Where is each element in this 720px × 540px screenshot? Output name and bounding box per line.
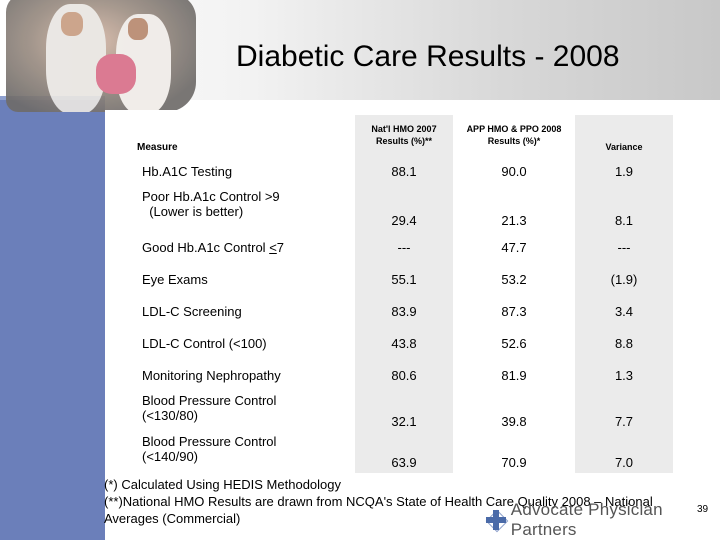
table-row: Blood Pressure Control (<140/90) 63.9 70… [137,432,673,473]
cell-natl: 88.1 [355,155,453,187]
page-title: Diabetic Care Results - 2008 [236,40,620,73]
table-header-row: Measure Nat'l HMO 2007 Results (%)** APP… [137,115,673,155]
header-photo [6,0,196,112]
cell-app: 21.3 [501,213,527,228]
table-row: Poor Hb.A1c Control >9 (Lower is better)… [137,187,673,231]
table-row: Eye Exams 55.1 53.2 (1.9) [137,263,673,295]
cell-variance: 1.9 [575,155,673,187]
cell-app: 53.2 [501,271,527,287]
table-row: Blood Pressure Control (<130/80) 32.1 39… [137,391,673,432]
cell-variance: 7.0 [575,432,673,473]
advocate-logo: Advocate Physician Partners [485,500,720,539]
logo-text: Advocate Physician Partners [510,500,663,539]
row-label: Good Hb.A1c Control <7 [137,231,355,263]
cell-app: 87.3 [501,303,527,319]
row-label-value: 7 [276,239,285,255]
cell-app: 81.9 [501,367,527,383]
cell-app: 47.7 [501,239,527,255]
header-app-2008: APP HMO & PPO 2008 Results (%)* [466,124,562,146]
cell-natl: 29.4 [355,187,453,231]
cell-natl: --- [355,231,453,263]
cell-app: 52.6 [501,335,527,351]
cell-variance: 7.7 [575,391,673,432]
cell-variance: --- [575,231,673,263]
row-label: Blood Pressure Control (<140/90) [142,434,277,464]
cell-variance: (1.9) [575,263,673,295]
cell-natl: 32.1 [355,391,453,432]
header-measure: Measure [137,142,178,153]
table-row: LDL-C Control (<100) 43.8 52.6 8.8 [137,327,673,359]
table-row: Monitoring Nephropathy 80.6 81.9 1.3 [137,359,673,391]
row-label-lte-symbol: < [269,239,277,255]
cell-natl: 43.8 [355,327,453,359]
cell-variance: 8.1 [575,187,673,231]
row-label: Poor Hb.A1c Control >9 (Lower is better) [142,189,280,219]
table-row: Good Hb.A1c Control <7 --- 47.7 --- [137,231,673,263]
cell-variance: 3.4 [575,295,673,327]
cell-natl: 83.9 [355,295,453,327]
header-natl-hmo-2007: Nat'l HMO 2007 Results (%)** [355,115,453,155]
cell-natl: 55.1 [355,263,453,295]
table-row: Hb.A1C Testing 88.1 90.0 1.9 [137,155,673,187]
row-label-text: Good Hb.A1c Control [142,239,270,255]
cell-natl: 80.6 [355,359,453,391]
cell-variance: 1.3 [575,359,673,391]
row-label: Blood Pressure Control (<130/80) [142,393,277,423]
results-table: Measure Nat'l HMO 2007 Results (%)** APP… [137,115,673,473]
cell-variance: 8.8 [575,327,673,359]
row-label: Monitoring Nephropathy [142,367,281,383]
row-label: Hb.A1C Testing [142,163,233,179]
cell-app: 39.8 [501,414,527,429]
cell-app: 90.0 [501,163,527,179]
header-variance: Variance [575,115,673,155]
row-label: LDL-C Screening [142,303,242,319]
footnotes: (*) Calculated Using HEDIS Methodology (… [104,476,664,527]
page-number: 39 [697,504,709,515]
cell-app: 70.9 [501,455,527,470]
row-label: Eye Exams [142,271,208,287]
row-label: LDL-C Control (<100) [142,335,267,351]
footnote-hedis: (*) Calculated Using HEDIS Methodology [104,477,341,492]
footnote-ncqa: (**)National HMO Results are drawn from … [104,494,653,526]
table-row: LDL-C Screening 83.9 87.3 3.4 [137,295,673,327]
advocate-cross-icon [485,509,509,533]
cell-natl: 63.9 [355,432,453,473]
left-sidebar-bar [0,100,105,540]
